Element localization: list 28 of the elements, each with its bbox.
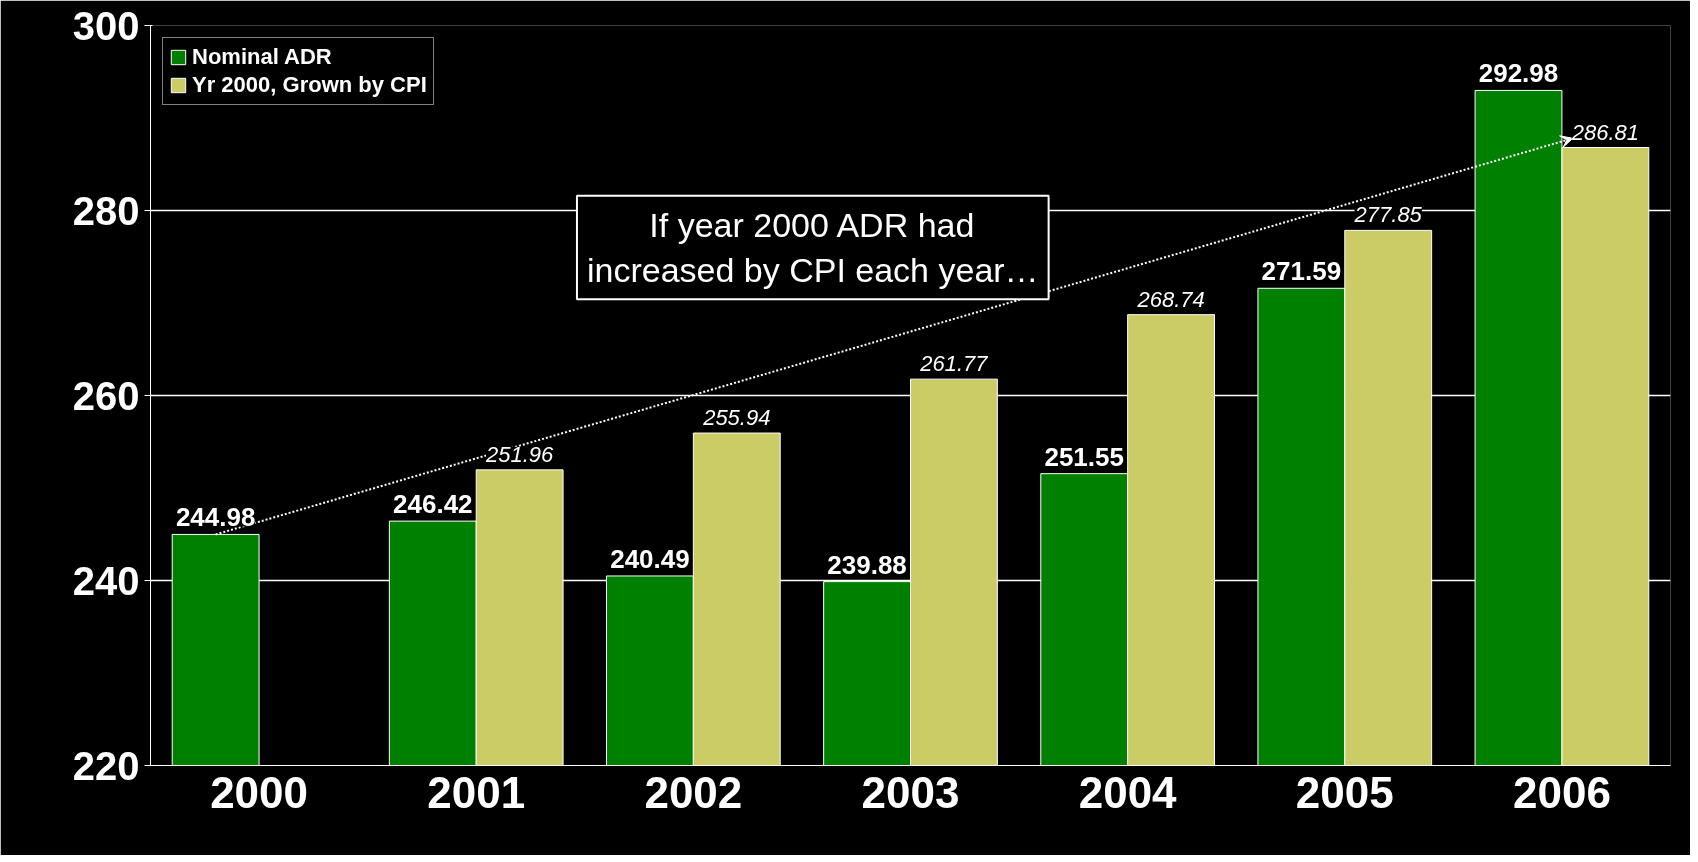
data-label: 251.55 [1044,441,1124,472]
y-tick-label: 240 [72,558,140,603]
x-tick-label: 2004 [1078,767,1178,817]
data-label: 268.74 [1136,286,1205,312]
x-tick-label: 2005 [1295,767,1394,817]
annotation: If year 2000 ADR had increased by CPI each year… [586,205,1039,290]
y-tick-label: 260 [72,373,140,418]
data-label: 277.85 [1353,202,1423,228]
x-tick-label: 2001 [427,767,526,817]
data-label: 292.98 [1478,58,1559,89]
x-tick-label: 2006 [1512,767,1611,817]
data-label: 271.59 [1261,256,1342,287]
y-tick-label: 280 [72,188,140,233]
data-label: 244.98 [175,502,256,533]
data-label: 255.94 [702,405,771,431]
data-label: 246.42 [393,489,473,520]
x-tick-label: 2000 [210,767,309,817]
data-label: 240.49 [610,543,690,574]
y-tick-label: 220 [72,743,140,788]
legend-label: Yr 2000, Grown by CPI [192,72,427,98]
y-tick-label: 300 [72,3,140,48]
data-label: 251.96 [485,441,555,467]
data-label: 261.77 [919,351,989,377]
x-tick-label: 2003 [861,767,960,817]
legend-label: Nominal ADR [192,44,332,70]
data-label: 239.88 [827,549,907,580]
data-label: 286.81 [1570,119,1640,145]
x-tick-label: 2002 [644,767,743,817]
